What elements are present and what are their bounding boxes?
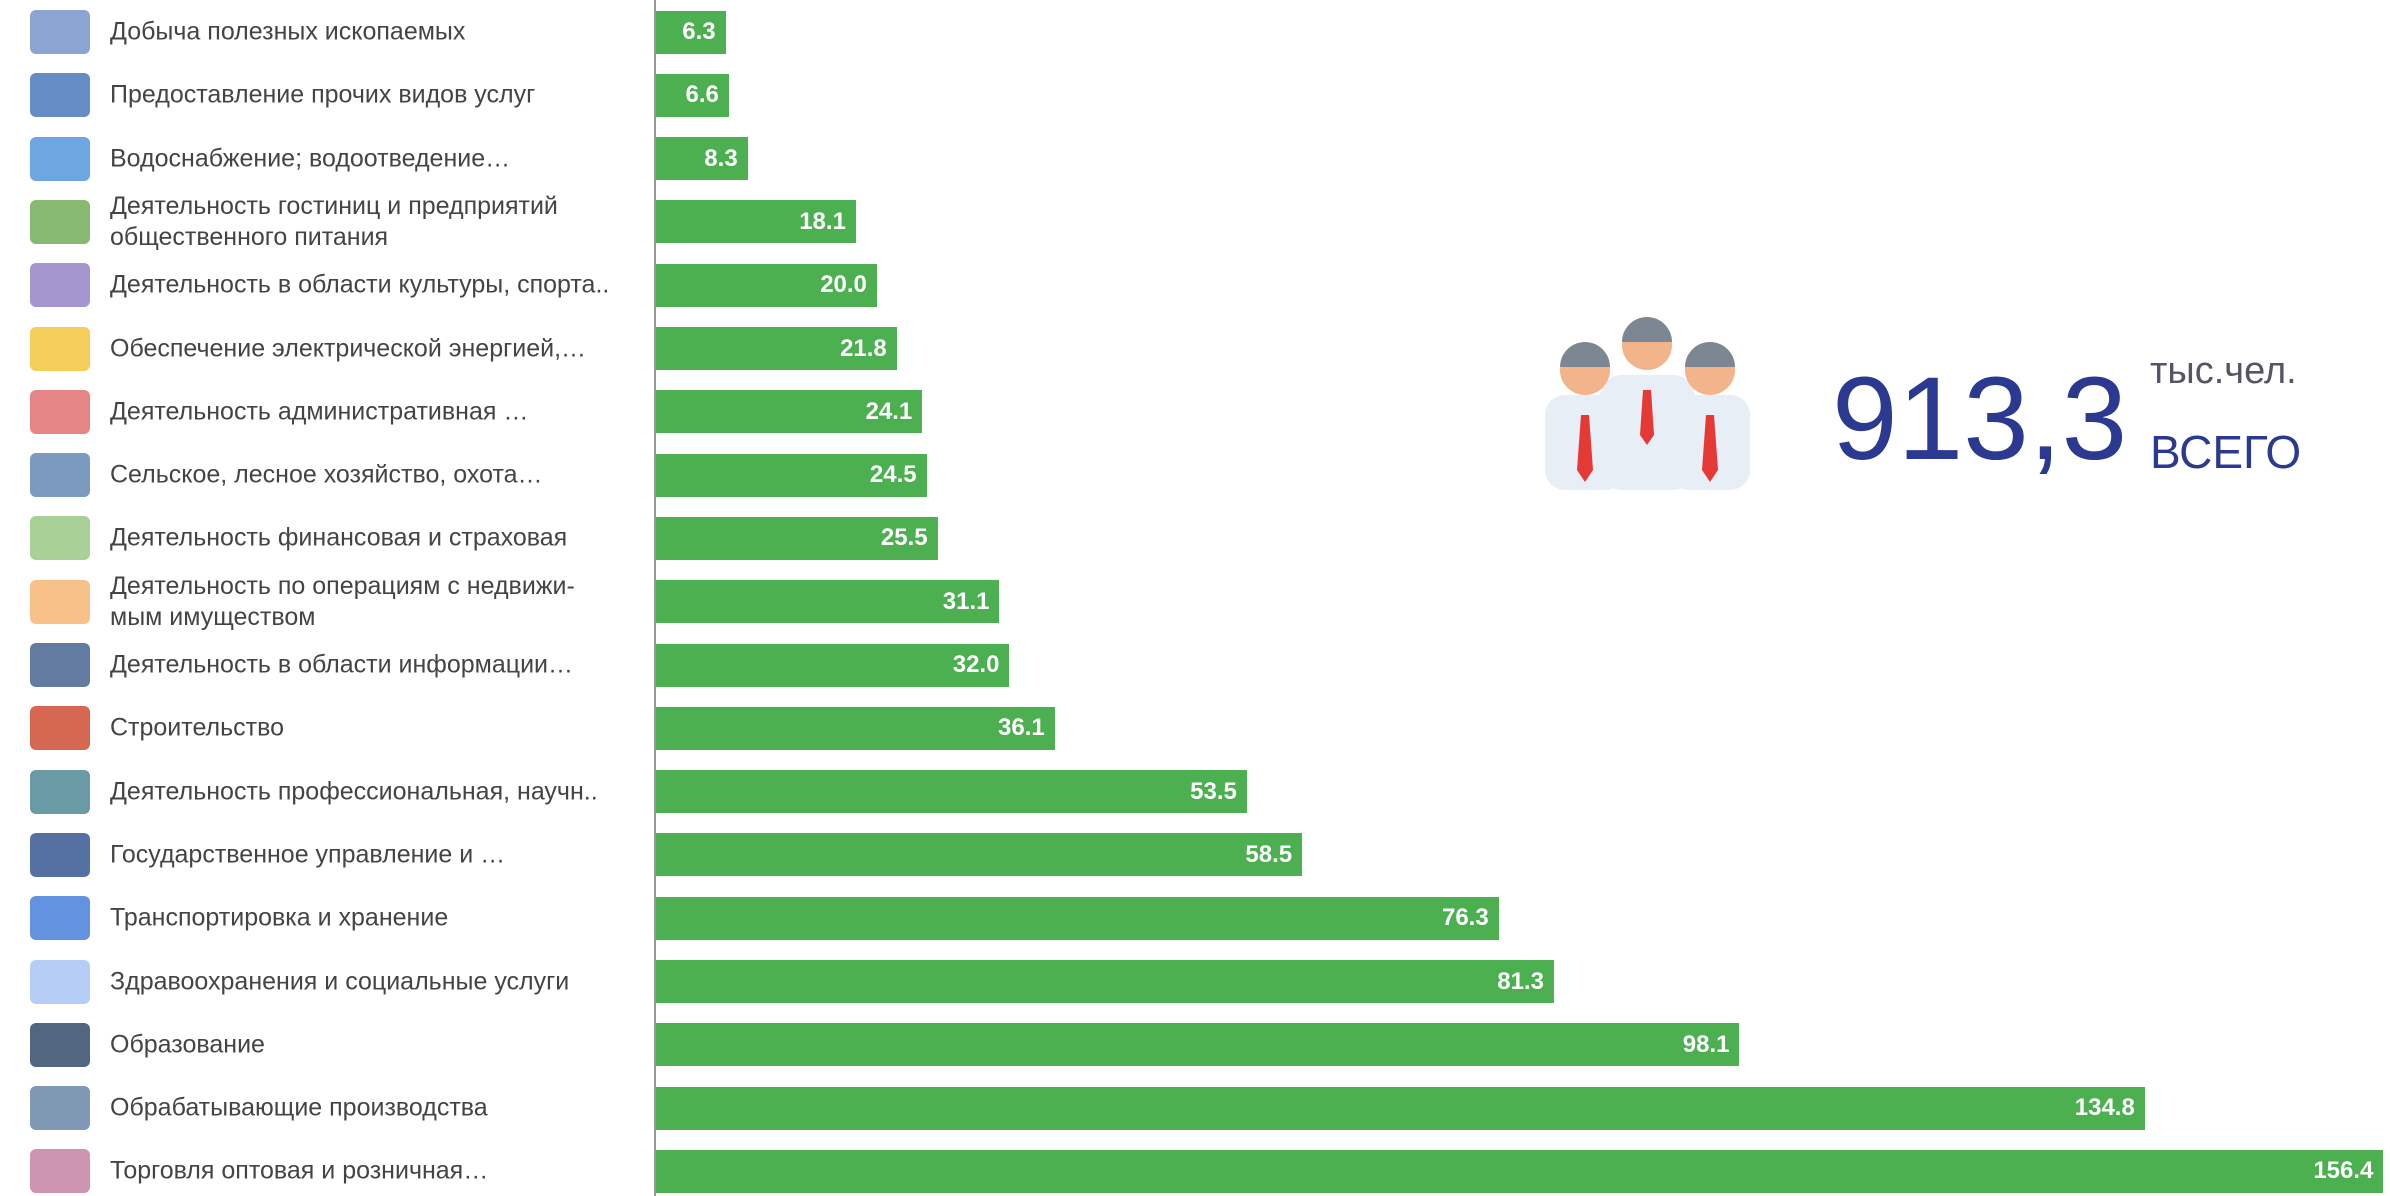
category-label: Деятельность финансовая и страховая xyxy=(110,523,567,554)
value-label: 31.1 xyxy=(943,588,990,616)
bar xyxy=(656,897,1499,940)
category-label: Здравоохранения и социальные услуги xyxy=(110,966,569,997)
category-label: Деятельность гостиниц и предприятий обще… xyxy=(110,191,558,253)
category-icon xyxy=(30,1086,90,1130)
category-icon xyxy=(30,706,90,750)
category-icon xyxy=(30,390,90,434)
value-label: 98.1 xyxy=(1683,1031,1730,1059)
people-icon xyxy=(1545,305,1750,490)
value-label: 76.3 xyxy=(1442,904,1489,932)
value-label: 25.5 xyxy=(881,524,928,552)
value-label: 24.5 xyxy=(870,461,917,489)
category-label: Предоставление прочих видов услуг xyxy=(110,80,535,111)
value-label: 18.1 xyxy=(799,208,846,236)
bar xyxy=(656,960,1554,1003)
category-icon xyxy=(30,73,90,117)
category-label: Обрабатывающие производства xyxy=(110,1093,488,1124)
value-label: 53.5 xyxy=(1190,778,1237,806)
value-label: 81.3 xyxy=(1497,968,1544,996)
category-icon xyxy=(30,896,90,940)
value-label: 134.8 xyxy=(2075,1094,2135,1122)
value-label: 156.4 xyxy=(2313,1157,2373,1185)
value-label: 20.0 xyxy=(820,271,867,299)
category-icon xyxy=(30,453,90,497)
bar xyxy=(656,770,1247,813)
category-icon xyxy=(30,770,90,814)
bar xyxy=(656,1150,2383,1193)
category-label: Деятельность по операциям с недвижи- мым… xyxy=(110,571,575,633)
category-label: Деятельность административная … xyxy=(110,396,528,427)
category-label: Строительство xyxy=(110,713,284,744)
category-label: Торговля оптовая и розничная… xyxy=(110,1156,488,1187)
category-icon xyxy=(30,516,90,560)
category-icon xyxy=(30,137,90,181)
value-label: 6.3 xyxy=(682,18,715,46)
category-icon xyxy=(30,200,90,244)
value-label: 58.5 xyxy=(1245,841,1292,869)
category-label: Добыча полезных ископаемых xyxy=(110,17,465,48)
value-label: 24.1 xyxy=(865,398,912,426)
bar xyxy=(656,1023,1739,1066)
category-icon xyxy=(30,10,90,54)
category-label: Водоснабжение; водоотведение… xyxy=(110,143,510,174)
category-label: Обеспечение электрической энергией,… xyxy=(110,333,586,364)
category-icon xyxy=(30,327,90,371)
category-icon xyxy=(30,1023,90,1067)
bar xyxy=(656,707,1055,750)
value-label: 8.3 xyxy=(704,145,737,173)
bar xyxy=(656,833,1302,876)
category-icon xyxy=(30,1149,90,1193)
value-label: 32.0 xyxy=(953,651,1000,679)
total-value: 913,3 xyxy=(1832,360,2127,478)
category-icon xyxy=(30,960,90,1004)
bar xyxy=(656,1087,2145,1130)
category-icon xyxy=(30,580,90,624)
category-icon xyxy=(30,263,90,307)
category-label: Деятельность в области информации… xyxy=(110,650,573,681)
total-caption: ВСЕГО xyxy=(2150,425,2301,479)
category-label: Транспортировка и хранение xyxy=(110,903,448,934)
category-label: Деятельность профессиональная, научн.. xyxy=(110,776,598,807)
category-icon xyxy=(30,643,90,687)
category-label: Деятельность в области культуры, спорта.… xyxy=(110,270,609,301)
category-label: Государственное управление и … xyxy=(110,839,505,870)
category-icon xyxy=(30,833,90,877)
page: 913,3 тыс.чел. ВСЕГО Добыча полезных иск… xyxy=(0,0,2390,1196)
category-label: Образование xyxy=(110,1029,265,1060)
value-label: 36.1 xyxy=(998,714,1045,742)
total-unit: тыс.чел. xyxy=(2150,350,2297,393)
value-label: 6.6 xyxy=(686,81,719,109)
category-label: Сельское, лесное хозяйство, охота… xyxy=(110,460,543,491)
value-label: 21.8 xyxy=(840,335,887,363)
